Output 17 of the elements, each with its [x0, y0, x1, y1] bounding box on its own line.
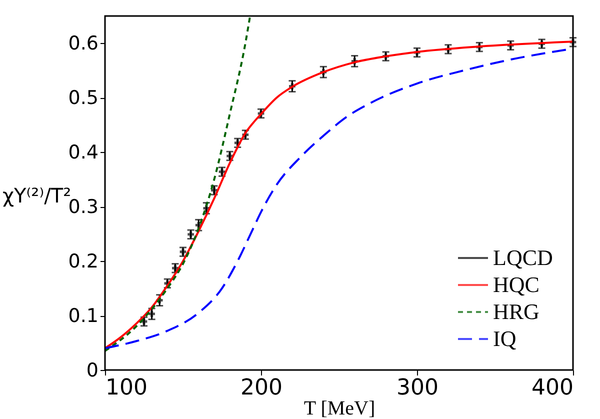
- legend-label: HQC: [493, 272, 540, 297]
- x-tick-label: 300: [396, 376, 438, 400]
- y-tick-label: 0.6: [68, 32, 98, 55]
- y-tick-label: 0: [86, 360, 98, 382]
- legend-label: HRG: [493, 299, 540, 324]
- y-tick-label: 0.5: [68, 87, 98, 110]
- y-tick-label: 0.1: [68, 305, 98, 328]
- legend-label: LQCD: [493, 245, 553, 270]
- y-tick-label: 0.3: [68, 196, 98, 218]
- x-tick-label: 200: [240, 376, 282, 400]
- legend-label: IQ: [493, 326, 516, 351]
- x-axis-title: T [MeV]: [304, 398, 376, 419]
- y-tick-label: 0.2: [68, 250, 98, 273]
- x-tick-label: 400: [532, 376, 574, 400]
- x-tick-label: 100: [106, 376, 148, 400]
- line-series: [105, 16, 252, 352]
- y-tick-label: 0.4: [68, 142, 98, 164]
